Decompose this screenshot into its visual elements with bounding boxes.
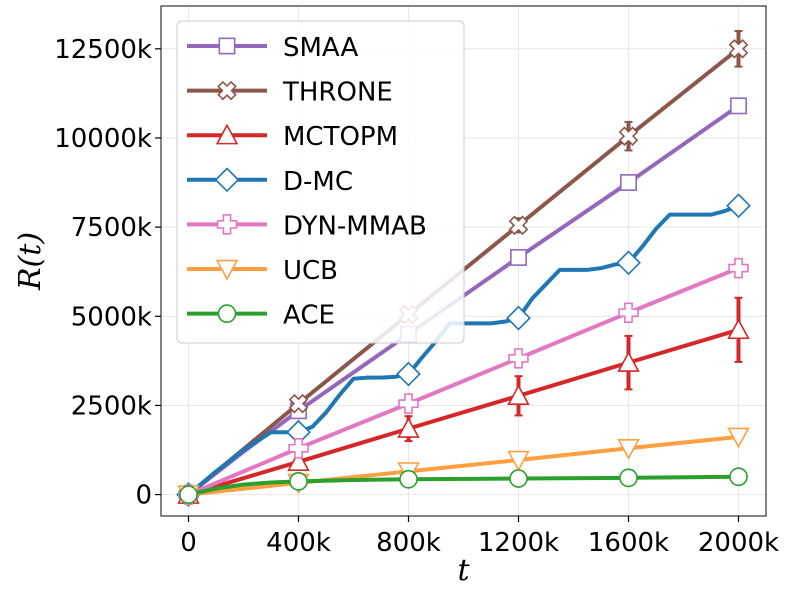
series-ace [179,467,748,504]
data-point-ace [729,467,748,487]
data-point-d-mc [726,193,751,219]
data-point-mctopm [397,417,420,438]
y-tick-label: 5000k [71,302,152,332]
legend-marker [217,80,237,101]
legend-marker [214,167,240,193]
x-tick-label: 1600k [588,528,669,558]
x-tick-label: 1200k [478,528,559,558]
series-line-mctopm [186,327,741,497]
legend-item-throne: THRONE [187,78,393,108]
legend-item-smaa: SMAA [187,33,358,63]
data-point-d-mc [506,305,531,331]
legend-marker [215,123,239,145]
legend-marker [217,304,237,323]
x-tick-label: 0 [180,528,197,558]
y-tick-label: 7500k [71,213,152,243]
data-point-smaa [730,97,747,115]
data-point-throne [508,215,529,236]
legend-marker [215,259,239,281]
data-point-ucb [617,439,640,460]
legend-item-mctopm: MCTOPM [187,122,398,152]
legend-item-d-mc: D-MC [187,167,353,197]
series-line-d-mc [186,203,741,497]
data-point-ucb [507,450,530,472]
data-point-dyn-mmab [618,302,639,323]
legend-marker [216,214,238,235]
data-point-d-mc [396,361,421,387]
series-line-dyn-mmab [186,266,741,497]
data-point-dyn-mmab [288,437,309,459]
y-tick-label: 10000k [54,124,152,154]
legend-item-ace: ACE [187,301,335,331]
x-axis-ticks: 0 400k 800k 1200k 1600k 2000k [180,516,779,558]
series-line-ucb [186,434,741,497]
y-tick-label: 2500k [71,391,152,421]
x-tick-label: 2000k [698,528,779,558]
y-axis-ticks: 0 2500k 5000k 7500k 10000k 12500k [54,35,161,511]
legend-label: UCB [283,256,338,286]
y-axis-label: R(t) [13,232,48,291]
legend-label: DYN-MMAB [283,211,427,241]
legend-label: THRONE [282,78,393,108]
data-point-mctopm [727,318,750,340]
data-point-ace [289,472,308,491]
data-point-smaa [620,174,637,191]
x-axis-label: t [457,553,470,588]
legend-label: SMAA [283,33,358,63]
data-point-smaa [510,248,527,266]
data-point-dyn-mmab [728,257,749,279]
data-point-ace [179,485,198,504]
axes-frame [160,5,767,517]
y-tick-label: 0 [135,481,152,511]
series-ucb [177,427,750,507]
legend-label: D-MC [283,167,353,197]
data-point-ace [399,469,418,489]
data-point-mctopm [287,450,310,472]
y-tick-label: 12500k [54,35,152,65]
data-point-ace [619,468,638,488]
legend: SMAA THRONE MCTOPM D-MC DYN-MMAB UCB ACE [176,20,465,344]
legend-item-dyn-mmab: DYN-MMAB [187,211,427,241]
data-point-dyn-mmab [508,348,529,369]
plot-series [176,29,751,507]
data-point-ucb [727,427,750,449]
data-point-throne [728,39,749,59]
data-point-d-mc [616,250,641,276]
data-point-throne [618,126,639,146]
data-point-ace [509,469,528,488]
data-point-dyn-mmab [398,393,419,414]
legend-box [176,20,465,344]
legend-marker [218,37,236,55]
data-point-throne [288,393,309,414]
data-point-mctopm [507,384,530,406]
x-tick-label: 800k [376,528,441,558]
series-line-ace [186,474,741,497]
data-point-mctopm [617,351,640,372]
legend-item-ucb: UCB [187,256,338,286]
legend-label: ACE [283,301,335,331]
legend-label: MCTOPM [283,122,398,152]
x-tick-label: 400k [266,528,331,558]
